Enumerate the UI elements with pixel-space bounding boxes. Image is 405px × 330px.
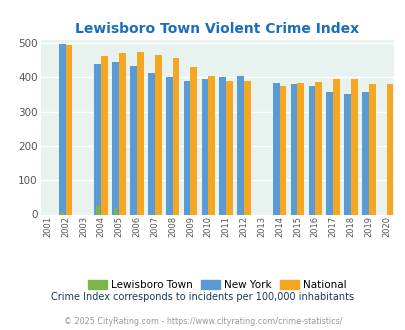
Bar — [243, 82, 250, 214]
Bar — [326, 92, 333, 214]
Bar — [154, 55, 161, 214]
Bar — [112, 62, 119, 214]
Bar — [308, 85, 315, 214]
Bar — [96, 205, 99, 214]
Bar — [183, 82, 190, 214]
Bar — [386, 84, 392, 214]
Bar — [190, 67, 197, 214]
Bar — [350, 80, 357, 214]
Text: Crime Index corresponds to incidents per 100,000 inhabitants: Crime Index corresponds to incidents per… — [51, 292, 354, 302]
Bar — [279, 85, 286, 214]
Legend: Lewisboro Town, New York, National: Lewisboro Town, New York, National — [83, 276, 350, 294]
Bar — [136, 52, 143, 214]
Bar — [148, 73, 154, 214]
Bar — [333, 79, 339, 214]
Bar — [114, 208, 117, 214]
Bar — [208, 76, 215, 214]
Text: © 2025 CityRating.com - https://www.cityrating.com/crime-statistics/: © 2025 CityRating.com - https://www.city… — [64, 317, 341, 326]
Bar — [60, 212, 64, 215]
Bar — [343, 94, 350, 214]
Bar — [226, 82, 232, 214]
Bar — [101, 56, 108, 214]
Bar — [297, 83, 303, 214]
Bar — [361, 92, 368, 214]
Bar — [315, 82, 321, 214]
Bar — [272, 83, 279, 214]
Bar — [219, 77, 226, 214]
Bar — [237, 76, 243, 214]
Bar — [368, 84, 375, 214]
Bar — [165, 77, 172, 214]
Bar — [290, 84, 297, 214]
Bar — [172, 58, 179, 214]
Bar — [59, 45, 66, 215]
Title: Lewisboro Town Violent Crime Index: Lewisboro Town Violent Crime Index — [75, 22, 358, 36]
Bar — [130, 66, 136, 214]
Bar — [201, 80, 208, 214]
Bar — [119, 53, 126, 214]
Bar — [66, 45, 72, 214]
Bar — [94, 64, 101, 214]
